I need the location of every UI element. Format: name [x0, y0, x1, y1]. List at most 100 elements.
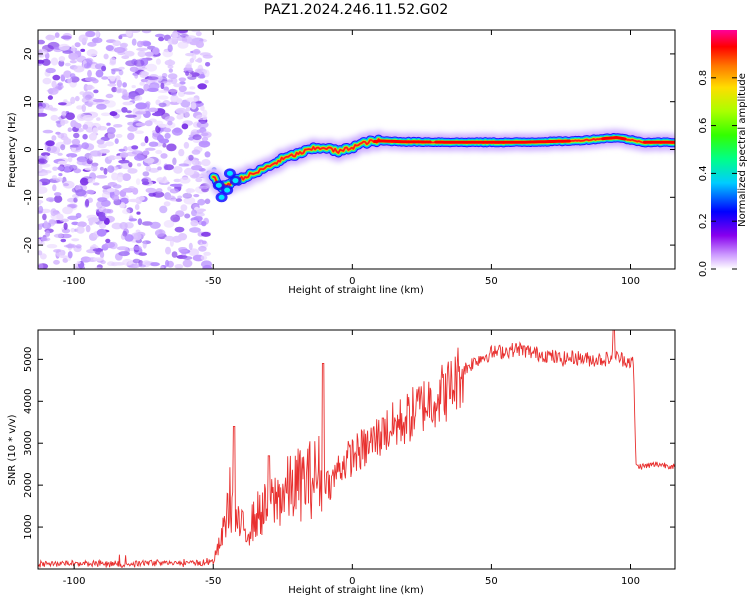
noise-blob — [86, 49, 98, 57]
noise-blob — [149, 262, 160, 267]
noise-blob — [103, 53, 109, 60]
noise-blob — [109, 57, 117, 65]
noise-blob — [105, 141, 114, 147]
noise-blob — [114, 109, 122, 113]
noise-blob — [166, 195, 176, 201]
noise-blob — [190, 102, 197, 110]
noise-blob — [186, 97, 199, 103]
noise-blob — [200, 105, 205, 111]
noise-blob — [167, 79, 173, 83]
noise-blob — [74, 95, 80, 102]
noise-blob — [76, 226, 85, 234]
noise-blob — [177, 90, 186, 97]
noise-blob — [128, 263, 141, 269]
noise-blob — [116, 79, 123, 88]
noise-blob — [58, 43, 70, 51]
noise-blob — [82, 114, 94, 122]
noise-blob — [178, 77, 187, 82]
noise-blob — [165, 259, 170, 267]
ridge-peak-segment — [434, 139, 571, 144]
noise-blob — [175, 107, 187, 114]
onset-blotch-core — [215, 182, 222, 188]
noise-blob — [138, 252, 147, 256]
noise-blob — [157, 90, 169, 93]
noise-blob — [154, 229, 166, 237]
noise-blob — [172, 157, 177, 166]
noise-blob — [99, 251, 105, 259]
noise-blob — [142, 150, 150, 156]
noise-blob — [62, 257, 69, 263]
noise-blob — [85, 224, 91, 233]
noise-blob — [145, 63, 157, 72]
noise-blob — [182, 192, 193, 199]
noise-blob — [185, 106, 191, 112]
noise-blob — [46, 244, 58, 249]
noise-blob — [111, 69, 116, 75]
snr-x-tick-label: 50 — [485, 576, 498, 587]
noise-blob — [158, 36, 165, 42]
noise-blob — [77, 221, 87, 228]
noise-blob — [107, 165, 115, 173]
noise-blob — [174, 264, 184, 269]
noise-blob — [148, 107, 158, 113]
noise-blob — [57, 166, 65, 171]
noise-blob — [183, 66, 193, 73]
noise-blob — [101, 76, 109, 80]
spectrogram-y-tick-label: -20 — [23, 237, 34, 253]
noise-blob — [191, 30, 201, 33]
noise-blob — [177, 183, 183, 188]
noise-blob — [86, 85, 93, 91]
noise-blob — [116, 88, 128, 93]
noise-blob — [60, 35, 72, 40]
noise-blob — [111, 172, 119, 181]
noise-blob — [51, 135, 57, 141]
noise-blob — [87, 41, 97, 47]
noise-blob — [38, 225, 43, 230]
noise-blob — [79, 91, 85, 95]
noise-blob — [133, 59, 145, 67]
noise-blob — [45, 34, 56, 41]
noise-blob — [170, 77, 178, 85]
noise-blob — [196, 129, 202, 134]
noise-blob — [47, 95, 54, 100]
noise-blob — [138, 264, 146, 268]
noise-blob — [107, 261, 115, 267]
noise-blob — [144, 51, 154, 57]
noise-blob — [164, 132, 171, 139]
noise-blob — [134, 154, 145, 161]
noise-blob — [183, 196, 196, 205]
noise-blob — [75, 244, 82, 249]
noise-blob — [97, 143, 108, 149]
noise-blob — [170, 214, 181, 223]
noise-blob — [141, 30, 152, 34]
colorbar-gradient — [711, 30, 737, 269]
noise-blob — [76, 260, 81, 265]
noise-blob — [136, 163, 142, 167]
noise-blob — [180, 204, 188, 212]
noise-blob — [44, 107, 57, 111]
noise-blob — [171, 127, 183, 136]
noise-blob — [140, 142, 146, 147]
noise-blob — [95, 175, 108, 179]
noise-blob — [38, 263, 44, 269]
noise-blob — [56, 213, 64, 221]
spectrogram-y-tick-label: 10 — [23, 95, 34, 108]
noise-blob — [38, 59, 45, 64]
noise-blob — [139, 81, 145, 86]
noise-blob — [41, 58, 51, 66]
spectral-ridge — [203, 127, 675, 203]
noise-blob — [127, 168, 138, 174]
noise-blob — [128, 162, 133, 168]
noise-blob — [178, 249, 188, 253]
noise-blob — [88, 133, 97, 141]
noise-blob — [155, 125, 161, 134]
noise-blob — [178, 148, 185, 157]
noise-blob — [96, 139, 105, 145]
noise-blob — [135, 178, 141, 186]
noise-blob — [124, 234, 134, 242]
noise-blob — [50, 114, 59, 121]
noise-blob — [40, 253, 47, 260]
noise-blob — [92, 99, 105, 103]
noise-blob — [43, 220, 48, 228]
noise-blob — [145, 187, 157, 194]
